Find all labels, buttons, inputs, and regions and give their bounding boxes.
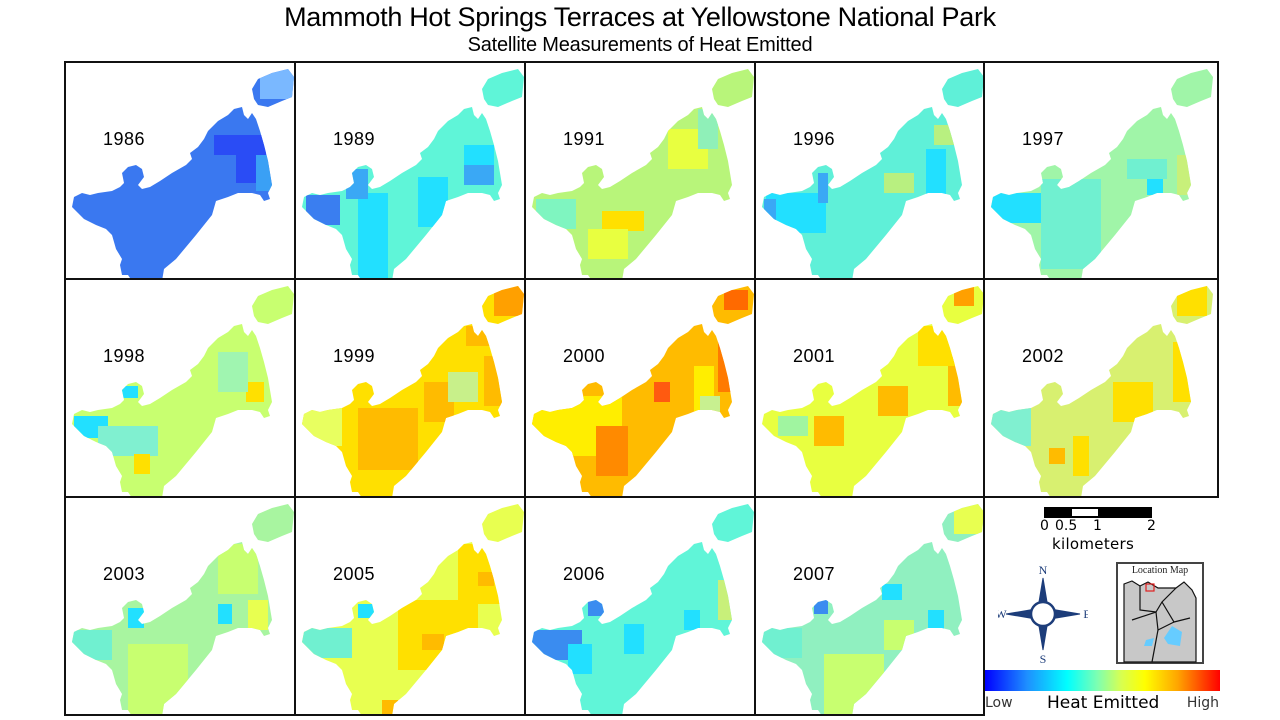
svg-text:E: E — [1083, 607, 1088, 621]
heat-panel-2000: 2000 — [524, 278, 756, 498]
legend-panel: 0 0.5 1 2 kilometers N S W E Location Ma… — [983, 496, 1223, 720]
scale-tick-1: 1 — [1093, 518, 1102, 534]
heat-panel-2001: 2001 — [754, 278, 985, 498]
heat-panel-1996: 1996 — [754, 61, 985, 280]
terrace-heat-map-icon — [762, 69, 983, 278]
heat-colorbar — [985, 670, 1220, 691]
year-label: 1998 — [103, 346, 146, 366]
heat-panel-1997: 1997 — [983, 61, 1219, 280]
terrace-heat-map-icon — [762, 504, 983, 714]
year-label: 1999 — [333, 346, 376, 366]
year-label: 2006 — [563, 564, 606, 584]
year-label: 1997 — [1022, 129, 1065, 149]
terrace-heat-map-icon — [72, 504, 294, 714]
colorbar-title: Heat Emitted — [1047, 693, 1160, 713]
year-label: 2002 — [1022, 346, 1065, 366]
colorbar-high-label: High — [1186, 695, 1219, 711]
page-title: Mammoth Hot Springs Terraces at Yellowst… — [284, 2, 996, 32]
terrace-heat-map-icon — [991, 286, 1213, 496]
terrace-heat-map-icon — [302, 69, 524, 278]
scale-tick-2: 2 — [1147, 518, 1156, 534]
svg-text:W: W — [998, 607, 1007, 621]
heat-map-grid: 1986 1989 1991 — [64, 61, 1219, 716]
scale-bar — [1044, 507, 1152, 518]
terrace-heat-map-icon — [532, 286, 754, 496]
year-label: 2007 — [793, 564, 836, 584]
year-label: 1991 — [563, 129, 606, 149]
svg-text:S: S — [1040, 652, 1047, 664]
colorbar-low-label: Low — [985, 695, 1013, 711]
terrace-heat-map-icon — [302, 286, 524, 496]
heat-panel-2007: 2007 — [754, 496, 985, 716]
location-map-title: Location Map — [1131, 565, 1189, 576]
year-label: 2000 — [563, 346, 606, 366]
heat-panel-1991: 1991 — [524, 61, 756, 280]
scale-tick-0-5: 0.5 — [1055, 518, 1078, 534]
terrace-heat-map-icon — [991, 69, 1213, 278]
heat-panel-2005: 2005 — [294, 496, 526, 716]
heat-panel-1998: 1998 — [64, 278, 296, 498]
heat-panel-2003: 2003 — [64, 496, 296, 716]
scale-tick-0: 0 — [1040, 518, 1049, 534]
heat-panel-1999: 1999 — [294, 278, 526, 498]
terrace-heat-map-icon — [72, 69, 294, 278]
heat-panel-1986: 1986 — [64, 61, 296, 280]
year-label: 1989 — [333, 129, 376, 149]
year-label: 2005 — [333, 564, 376, 584]
compass-rose-icon: N S W E — [998, 564, 1088, 664]
year-label: 1996 — [793, 129, 836, 149]
scale-unit-label: kilometers — [1052, 535, 1135, 553]
year-label: 1986 — [103, 129, 146, 149]
heat-panel-1989: 1989 — [294, 61, 526, 280]
study-area-marker — [1145, 583, 1155, 592]
svg-text:N: N — [1039, 564, 1048, 577]
terrace-heat-map-icon — [532, 69, 754, 278]
year-label: 2001 — [793, 346, 836, 366]
year-label: 2003 — [103, 564, 146, 584]
heat-panel-2002: 2002 — [983, 278, 1219, 498]
terrace-heat-map-icon — [532, 504, 754, 714]
terrace-heat-map-icon — [302, 504, 524, 714]
location-map: Location Map — [1116, 562, 1204, 664]
terrace-heat-map-icon — [72, 286, 294, 496]
page-subtitle: Satellite Measurements of Heat Emitted — [467, 34, 813, 56]
heat-panel-2006: 2006 — [524, 496, 756, 716]
terrace-heat-map-icon — [762, 286, 983, 496]
yellowstone-map-icon — [1123, 580, 1197, 663]
